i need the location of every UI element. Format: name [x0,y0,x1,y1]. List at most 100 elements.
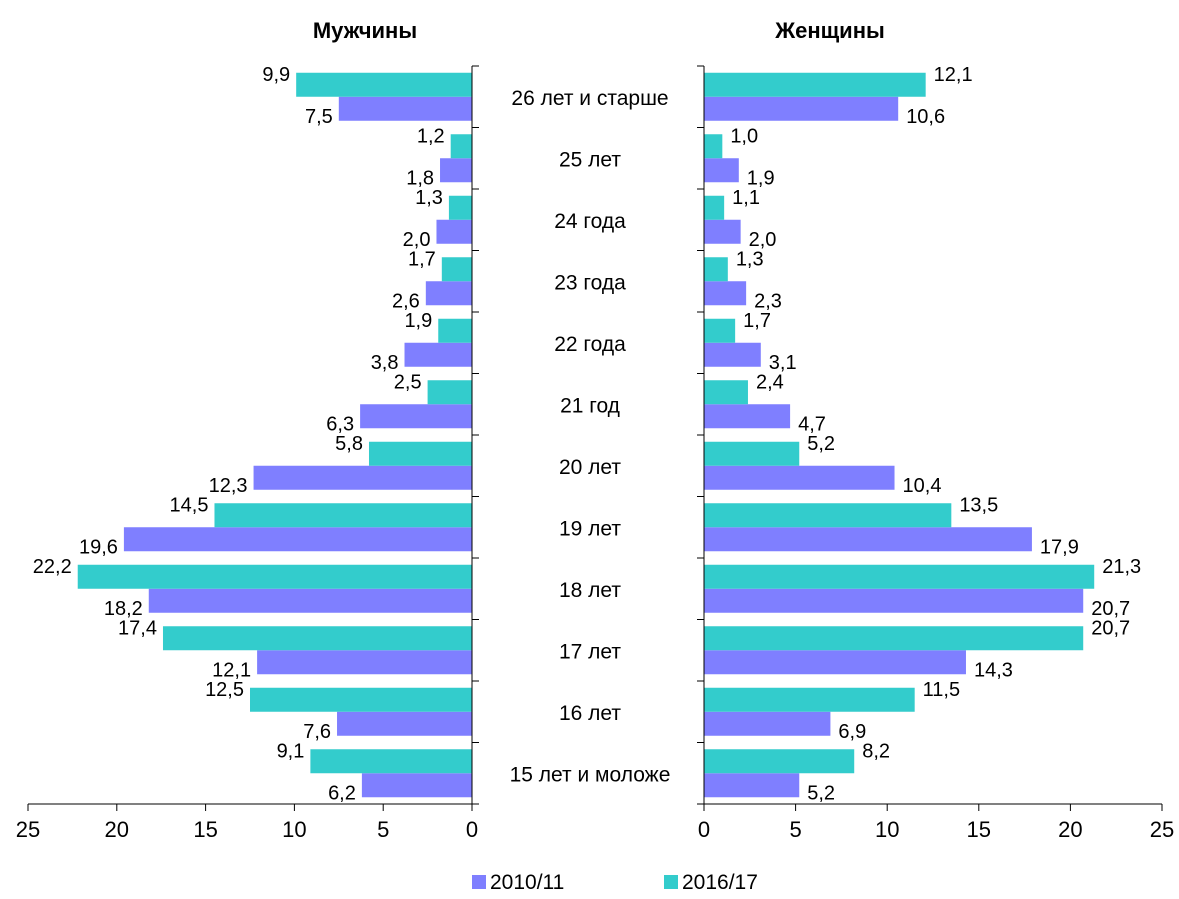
x-tick-label: 25 [1150,817,1174,842]
data-label: 4,7 [798,413,826,435]
bar [704,257,728,282]
bar [704,465,895,490]
legend-label: 2010/11 [490,871,564,894]
bar [338,96,472,121]
category-label-19-лет: 19 лет [559,517,621,540]
bar [704,404,791,429]
data-label: 9,9 [262,64,290,86]
category-labels: 15 лет и моложе 16 лет 17 лет 18 лет 19 лет 2… [510,87,671,787]
women-panel: Женщины 5,2 8,26,9 11,5 14,3 20,720,7 21,3 17,9… [697,18,1174,842]
data-label: 5,2 [807,782,835,804]
x-tick-label: 20 [1058,817,1082,842]
category-label-24-года: 24 года [554,210,626,233]
data-label: 10,4 [903,475,942,497]
bar [448,195,472,220]
data-label: 2,5 [394,371,422,393]
bar [425,281,472,306]
data-label: 1,8 [406,167,434,189]
bar [704,773,800,798]
data-label: 8,2 [862,740,890,762]
data-label: 2,3 [754,290,782,312]
bar [704,711,831,736]
x-tick-label: 5 [789,817,801,842]
data-label: 3,1 [769,352,797,374]
legend-swatch [664,875,678,889]
category-label-20-лет: 20 лет [559,456,621,479]
data-label: 20,7 [1091,598,1130,620]
data-label: 20,7 [1091,617,1130,639]
data-label: 14,5 [170,494,209,516]
bar [361,773,472,798]
bar [77,564,472,589]
data-label: 6,9 [838,721,866,743]
category-label-15-лет-и-моложе: 15 лет и моложе [510,763,671,786]
legend-label: 2016/17 [682,871,758,894]
category-label-21-год: 21 год [560,394,620,417]
category-label-26-лет-и-старше: 26 лет и старше [511,87,668,110]
bar [704,588,1084,613]
bar [440,158,472,183]
data-label: 12,5 [205,679,244,701]
x-tick-label: 0 [466,817,478,842]
data-label: 1,7 [408,248,436,270]
x-tick-label: 25 [16,817,40,842]
bar [310,749,472,774]
x-tick-label: 0 [698,817,710,842]
data-label: 13,5 [959,494,998,516]
data-label: 1,9 [747,167,775,189]
data-label: 17,4 [118,617,157,639]
bar [438,318,472,343]
bar [427,380,472,405]
data-label: 1,9 [404,310,432,332]
data-label: 11,5 [923,679,960,701]
bar [441,257,472,282]
bar [704,503,952,528]
data-label: 5,8 [335,433,363,455]
bar [436,219,472,244]
bar [368,441,472,466]
data-label: 1,0 [730,125,758,147]
bar [704,650,966,675]
data-label: 21,3 [1102,556,1141,578]
bar [704,564,1095,589]
category-label-22-года: 22 года [554,333,626,356]
data-label: 6,2 [328,782,356,804]
x-tick-label: 10 [282,817,306,842]
bar [404,342,472,367]
bar [337,711,472,736]
data-label: 12,3 [209,475,248,497]
bar [704,441,800,466]
panel-title: Мужчины [313,18,417,43]
data-label: 6,3 [326,413,354,435]
x-tick-label: 15 [967,817,991,842]
men-panel: Мужчины 6,2 9,17,6 12,512,1 17,418,2 22,2 19,6… [16,18,479,842]
bar [296,72,472,97]
bar [704,687,915,712]
bar [704,318,736,343]
bar [704,281,747,306]
bar [123,527,473,552]
bar [704,158,739,183]
bar [704,195,725,220]
category-label-25-лет: 25 лет [559,148,621,171]
data-label: 17,9 [1040,536,1079,558]
data-label: 9,1 [277,740,305,762]
x-tick-label: 15 [193,817,217,842]
data-label: 10,6 [906,106,945,128]
data-label: 2,4 [756,371,784,393]
bar [704,134,723,159]
x-tick-label: 5 [377,817,389,842]
bar [704,342,761,367]
bar [704,219,741,244]
legend-swatch [472,875,486,889]
data-label: 1,7 [743,310,771,332]
bar [214,503,473,528]
data-label: 1,2 [417,125,445,147]
bar [704,626,1084,651]
bar [253,465,472,490]
panel-title: Женщины [774,18,885,43]
bar [250,687,472,712]
bar [704,96,899,121]
